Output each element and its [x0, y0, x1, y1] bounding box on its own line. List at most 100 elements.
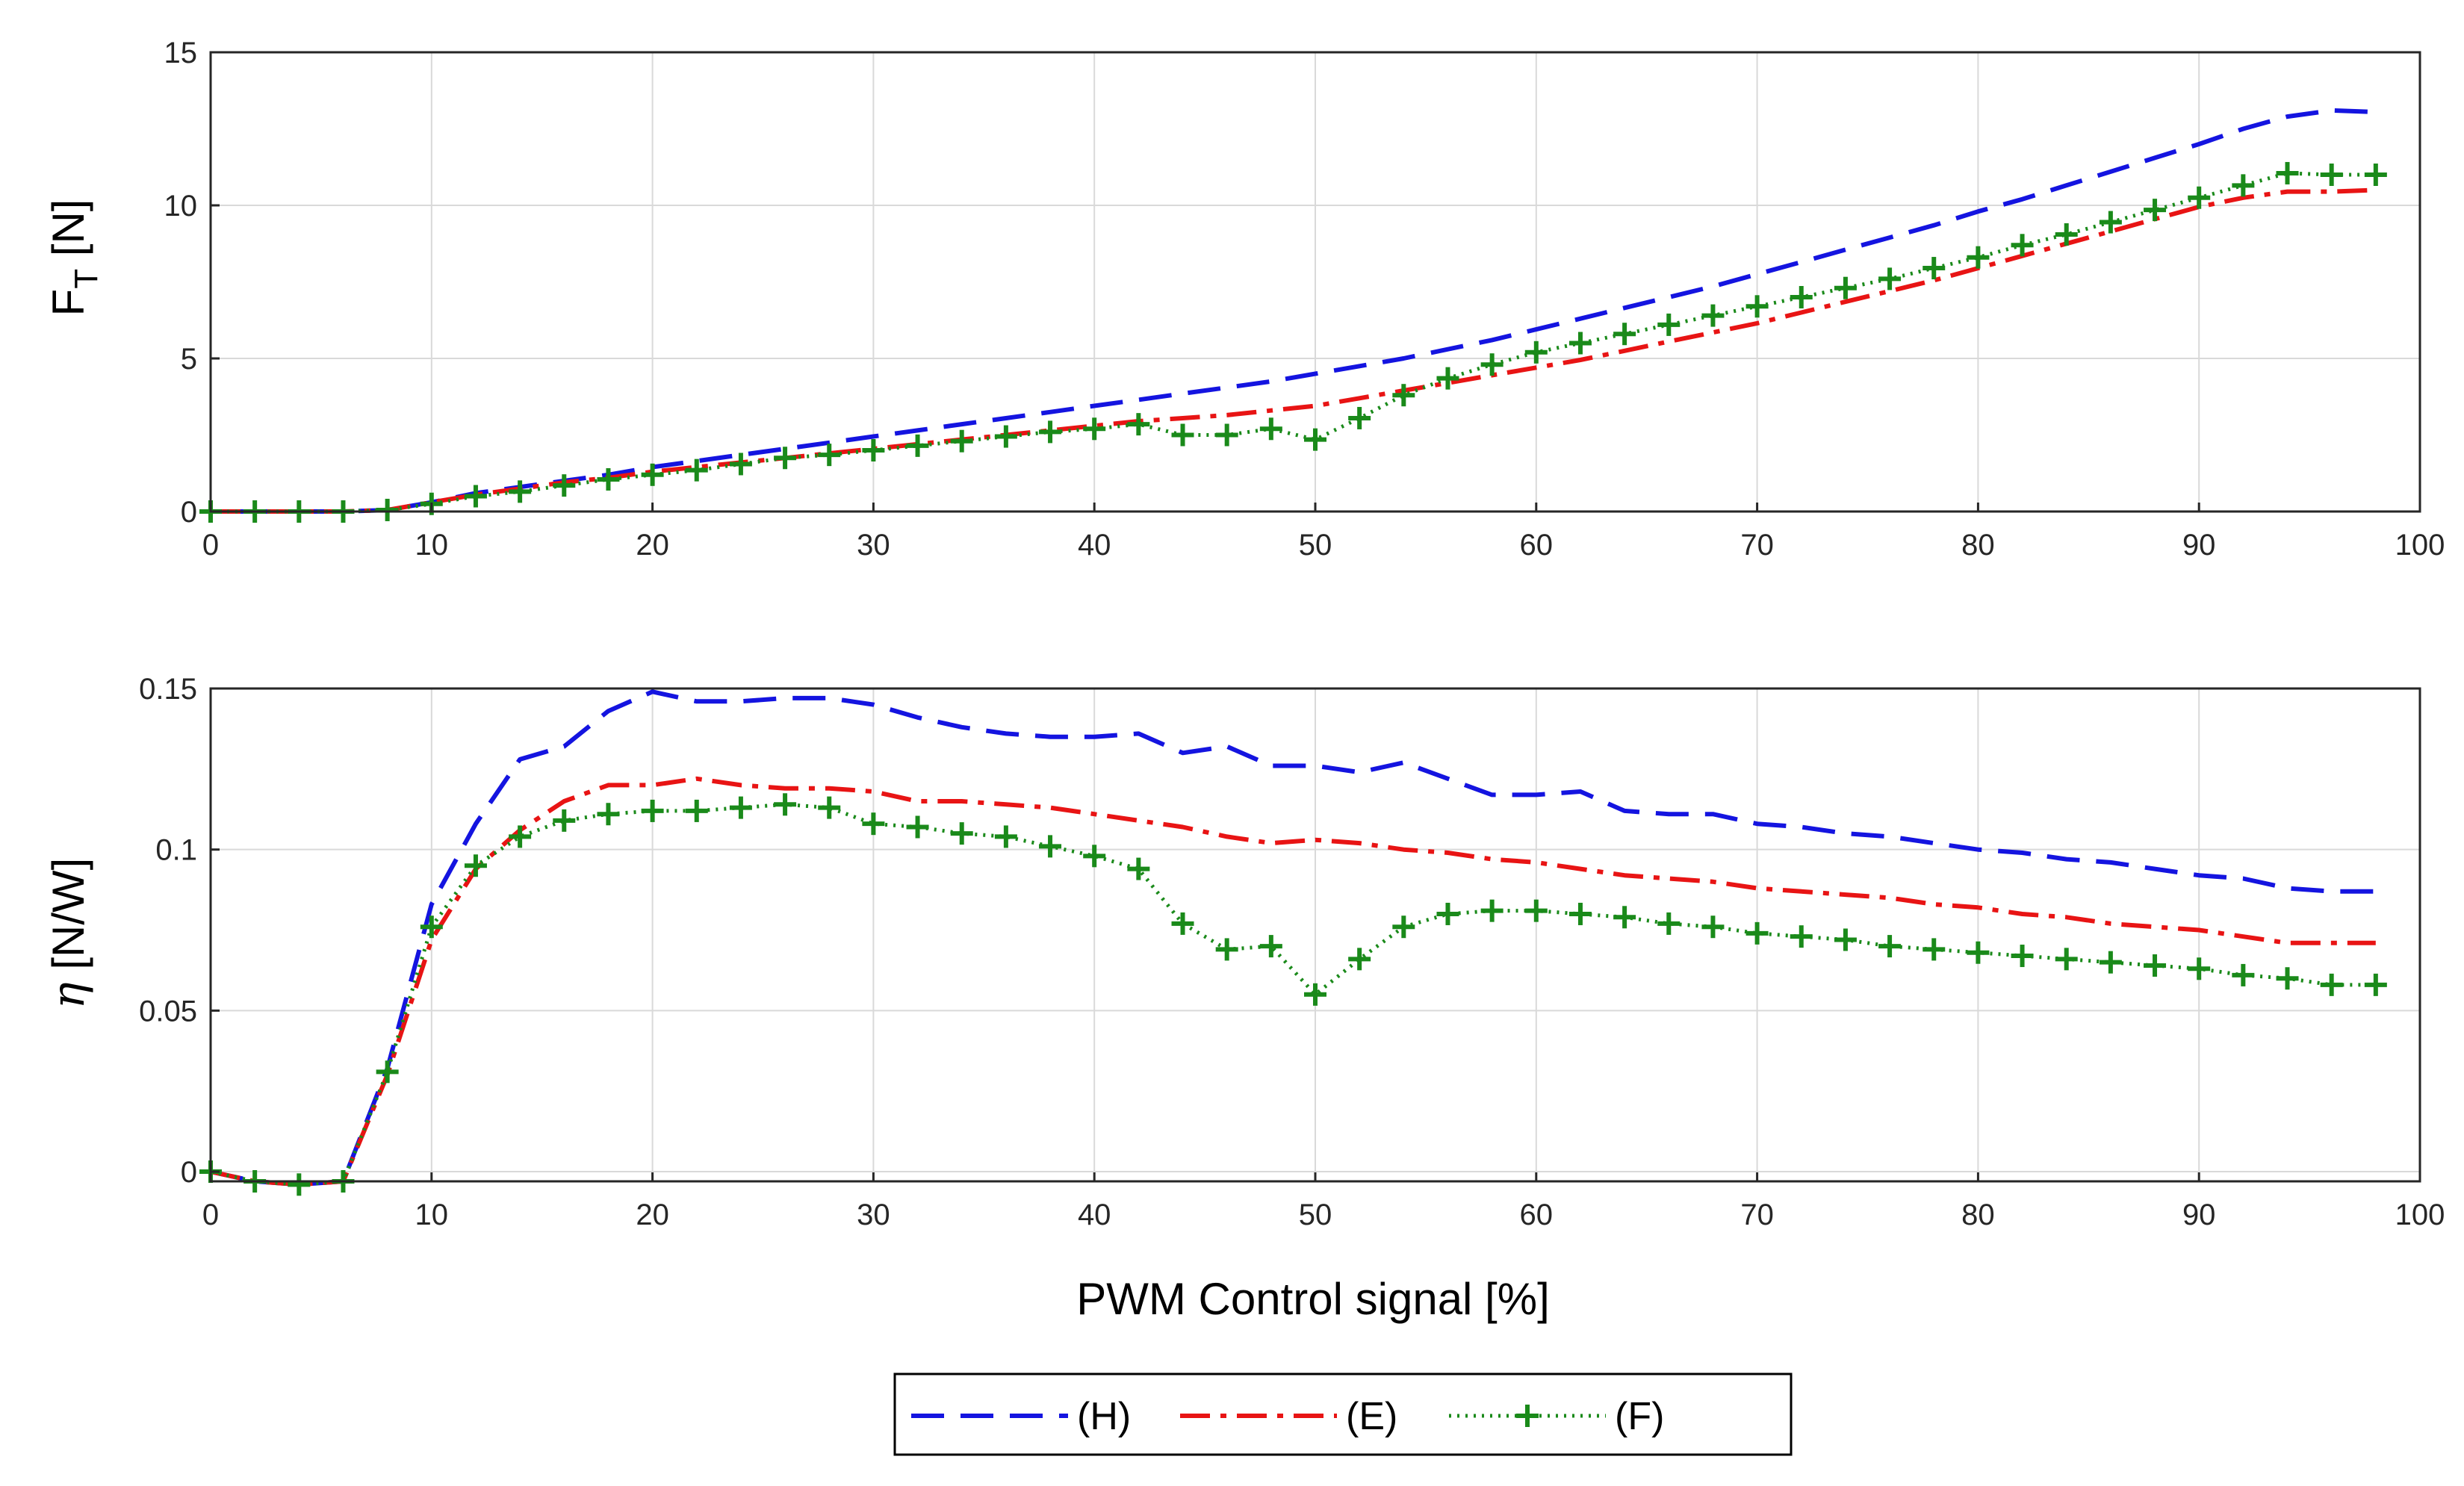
- thrust-x-tick-label: 40: [1078, 529, 1111, 562]
- efficiency-series-line-e: [210, 776, 2376, 1187]
- thrust-y-label-main: F: [43, 289, 93, 317]
- efficiency-chart-y-ticks: 0 0.05 0.1 0.15: [139, 673, 220, 1189]
- efficiency-chart-x-label: PWM Control signal [%]: [1076, 1274, 1550, 1324]
- efficiency-point-marker: [1259, 935, 1282, 958]
- efficiency-point-marker: [1568, 902, 1592, 925]
- thrust-x-tick-label: 20: [636, 529, 669, 562]
- thrust-point-marker: [685, 458, 708, 482]
- efficiency-point-marker: [1436, 902, 1459, 925]
- thrust-point-marker: [641, 463, 664, 486]
- efficiency-point-marker: [1834, 928, 1857, 951]
- legend-entry-f: (F): [1449, 1395, 1664, 1438]
- thrust-point-marker: [906, 434, 929, 457]
- thrust-point-marker: [1613, 323, 1636, 346]
- efficiency-point-marker: [1524, 899, 1548, 922]
- efficiency-x-tick-label: 60: [1520, 1199, 1554, 1231]
- efficiency-x-tick-label: 40: [1078, 1199, 1111, 1231]
- legend: (H) (E) (F): [893, 1372, 1793, 1456]
- legend-box: [893, 1372, 1793, 1456]
- thrust-chart-series: [199, 108, 2387, 523]
- efficiency-point-marker: [906, 815, 929, 839]
- efficiency-point-marker: [376, 1060, 399, 1084]
- efficiency-x-tick-label: 0: [202, 1199, 219, 1231]
- thrust-x-tick-label: 0: [202, 529, 219, 562]
- efficiency-x-tick-label: 80: [1961, 1199, 1995, 1231]
- thrust-point-marker: [950, 429, 973, 453]
- efficiency-chart: 0 10 20 30 40 50 60 70 80 90 100 0 0.05 0.1 0.15 η [N…: [43, 673, 2445, 1324]
- efficiency-point-marker: [509, 825, 532, 848]
- efficiency-y-tick-label: 0: [181, 1156, 197, 1189]
- thrust-x-tick-label: 90: [2182, 529, 2216, 562]
- efficiency-point-marker: [2320, 973, 2343, 996]
- thrust-y-tick-label: 0: [181, 496, 197, 529]
- legend-entry-h: (H): [911, 1395, 1131, 1438]
- efficiency-point-marker: [288, 1173, 311, 1196]
- thrust-point-marker: [2364, 164, 2387, 186]
- efficiency-point-marker: [597, 803, 620, 826]
- efficiency-point-marker: [2099, 951, 2122, 974]
- thrust-point-marker: [1834, 276, 1857, 299]
- legend-entry-e: (E): [1180, 1395, 1397, 1438]
- thrust-point-marker: [1568, 332, 1592, 355]
- thrust-series-line-e: [211, 187, 2376, 514]
- efficiency-point-marker: [1701, 915, 1725, 939]
- thrust-point-marker: [597, 467, 620, 491]
- efficiency-point-marker: [2188, 957, 2211, 980]
- legend-label: (E): [1346, 1395, 1397, 1438]
- thrust-x-tick-label: 80: [1961, 529, 1995, 562]
- efficiency-chart-y-label: η [N/W]: [43, 858, 95, 1010]
- efficiency-point-marker: [1083, 845, 1106, 868]
- thrust-x-tick-label: 100: [2395, 529, 2445, 562]
- thrust-x-tick-label: 30: [857, 529, 890, 562]
- efficiency-point-marker: [1613, 906, 1636, 929]
- thrust-point-marker: [1790, 286, 1813, 308]
- efficiency-y-label-unit: [N/W]: [43, 858, 93, 983]
- thrust-point-marker: [1392, 384, 1415, 407]
- thrust-point-marker: [2232, 174, 2255, 197]
- efficiency-point-marker: [2011, 945, 2034, 968]
- efficiency-point-marker: [862, 812, 885, 836]
- efficiency-x-tick-label: 10: [415, 1199, 449, 1231]
- thrust-x-tick-label: 70: [1740, 529, 1774, 562]
- thrust-x-tick-label: 10: [415, 529, 449, 562]
- thrust-x-tick-label: 50: [1299, 529, 1332, 562]
- thrust-chart-y-ticks: 0 5 10 15: [164, 37, 220, 529]
- efficiency-point-marker: [2055, 948, 2078, 971]
- efficiency-y-label-main: η: [43, 982, 95, 1009]
- efficiency-point-marker: [2144, 954, 2167, 977]
- thrust-point-marker: [1436, 367, 1459, 390]
- thrust-chart-x-ticks: 0 10 20 30 40 50 60 70 80 90 100: [202, 503, 2445, 562]
- thrust-point-marker: [994, 425, 1017, 448]
- thrust-point-marker: [1259, 417, 1282, 441]
- efficiency-point-marker: [1215, 938, 1238, 961]
- thrust-point-marker: [1657, 313, 1681, 336]
- efficiency-point-marker: [2276, 967, 2299, 990]
- thrust-point-marker: [464, 485, 487, 508]
- thrust-series-line-h: [211, 108, 2376, 514]
- thrust-point-marker: [774, 447, 797, 470]
- thrust-y-tick-label: 5: [181, 343, 197, 376]
- thrust-point-marker: [1524, 341, 1548, 364]
- efficiency-point-marker: [1304, 983, 1326, 1006]
- efficiency-point-marker: [1878, 935, 1902, 958]
- efficiency-series-line-h: [210, 689, 2376, 1187]
- thrust-point-marker: [729, 453, 752, 476]
- efficiency-point-marker: [553, 809, 576, 832]
- efficiency-point-marker: [464, 854, 487, 877]
- efficiency-point-marker: [950, 822, 973, 845]
- thrust-chart: 0 10 20 30 40 50 60 70 80 90 100 0 5 10 15 FT [N]: [43, 37, 2445, 562]
- efficiency-point-marker: [1967, 941, 1990, 964]
- thrust-point-marker: [1878, 267, 1902, 290]
- efficiency-point-marker: [1790, 925, 1813, 948]
- efficiency-x-tick-label: 100: [2395, 1199, 2445, 1231]
- efficiency-y-tick-label: 0.1: [155, 834, 197, 867]
- efficiency-point-marker: [1657, 912, 1681, 935]
- thrust-point-marker: [2144, 199, 2167, 222]
- thrust-point-marker: [1745, 295, 1769, 318]
- efficiency-y-tick-label: 0.15: [139, 673, 197, 706]
- efficiency-x-tick-label: 70: [1740, 1199, 1774, 1231]
- efficiency-point-marker: [420, 915, 443, 939]
- efficiency-point-marker: [1171, 912, 1194, 935]
- thrust-point-marker: [553, 474, 576, 497]
